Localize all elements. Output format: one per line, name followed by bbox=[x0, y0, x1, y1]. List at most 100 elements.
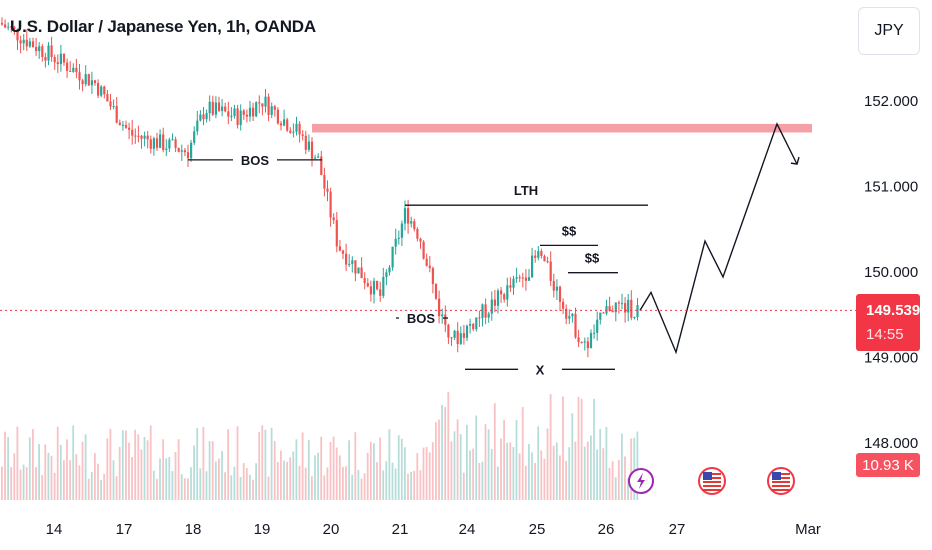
candle-body bbox=[617, 302, 620, 304]
candle-body bbox=[357, 267, 360, 274]
volume-bar bbox=[264, 429, 267, 500]
candle-body bbox=[59, 53, 62, 65]
volume-bar bbox=[397, 435, 400, 500]
candle-body bbox=[636, 305, 639, 317]
flag-stripe bbox=[703, 481, 721, 483]
annotation-label: BOS bbox=[241, 153, 270, 168]
candle-body bbox=[453, 330, 456, 338]
candle-body bbox=[434, 283, 438, 299]
candle-body bbox=[97, 83, 100, 96]
volume-bar bbox=[608, 467, 611, 500]
candle-body bbox=[413, 221, 416, 229]
volume-bar bbox=[543, 458, 546, 500]
volume-bar bbox=[156, 478, 158, 500]
candle-body bbox=[317, 156, 320, 158]
candle-body bbox=[245, 114, 248, 117]
volume-bar bbox=[255, 463, 257, 500]
volume-bar bbox=[621, 433, 623, 500]
candle-body bbox=[438, 298, 441, 317]
candle-body bbox=[196, 120, 199, 132]
volume-bar bbox=[568, 447, 571, 500]
volume-bar bbox=[596, 449, 598, 500]
volume-bar bbox=[497, 466, 499, 500]
volume-bar bbox=[267, 476, 270, 500]
candle-body bbox=[571, 313, 574, 317]
candle-body bbox=[28, 41, 31, 47]
volume-bar bbox=[90, 471, 93, 500]
candle-body bbox=[78, 72, 81, 81]
candle-body bbox=[180, 150, 183, 152]
volume-tag: 10.93 K bbox=[856, 453, 920, 477]
volume-bar bbox=[345, 466, 347, 500]
volume-bar bbox=[571, 413, 574, 500]
candle-body bbox=[465, 325, 469, 338]
volume-bar bbox=[78, 465, 81, 500]
candlestick-series bbox=[0, 17, 639, 358]
candle-body bbox=[391, 246, 394, 268]
volume-bar bbox=[199, 468, 202, 500]
candle-body bbox=[146, 135, 149, 140]
candle-body bbox=[87, 74, 90, 86]
time-axis[interactable]: 14 17 18 19 20 21 24 25 26 27 Mar bbox=[46, 521, 821, 538]
candle-body bbox=[69, 70, 72, 72]
time-axis-label: 27 bbox=[669, 521, 686, 538]
volume-bar bbox=[72, 425, 75, 500]
candle-body bbox=[295, 123, 298, 132]
volume-bar bbox=[261, 425, 264, 500]
candle-body bbox=[348, 263, 351, 265]
candle-body bbox=[159, 134, 162, 148]
candle-body bbox=[41, 46, 44, 57]
candle-body bbox=[140, 135, 143, 139]
candle-body bbox=[270, 106, 273, 115]
candle-body bbox=[329, 191, 332, 218]
candle-body bbox=[345, 253, 348, 265]
candle-body bbox=[521, 277, 524, 279]
candle-body bbox=[630, 299, 633, 318]
candle-body bbox=[22, 39, 25, 44]
volume-bar bbox=[75, 454, 78, 500]
candle-body bbox=[382, 276, 385, 296]
time-axis-label: 14 bbox=[46, 521, 63, 538]
volume-bar bbox=[534, 462, 536, 500]
annotations: BOS LTH $$ $$ BOS X bbox=[188, 153, 648, 377]
volume-bar bbox=[453, 431, 456, 500]
candle-body bbox=[475, 317, 478, 330]
volume-bar bbox=[493, 403, 496, 500]
candle-body bbox=[490, 299, 493, 314]
candle-body bbox=[326, 188, 329, 192]
candle-body bbox=[13, 27, 16, 30]
volume-bar bbox=[115, 476, 118, 500]
candle-body bbox=[614, 302, 617, 313]
volume-bar bbox=[462, 472, 465, 500]
candle-body bbox=[580, 342, 583, 344]
volume-bar bbox=[84, 434, 87, 500]
price-axis-label: 151.000 bbox=[864, 179, 918, 196]
supply-zone-rect bbox=[312, 123, 812, 133]
volume-bar bbox=[577, 396, 580, 500]
time-axis-label: 21 bbox=[392, 521, 409, 538]
candle-body bbox=[230, 115, 233, 117]
volume-bar bbox=[366, 452, 369, 500]
volume-bar bbox=[444, 406, 447, 500]
candle-body bbox=[276, 109, 279, 124]
flag-stripe bbox=[772, 485, 790, 487]
candle-body bbox=[599, 312, 602, 320]
candle-body bbox=[174, 139, 177, 148]
volume-bar bbox=[304, 467, 307, 500]
candle-body bbox=[534, 255, 537, 258]
candle-body bbox=[552, 281, 555, 291]
volume-bar bbox=[487, 429, 490, 500]
candle-body bbox=[431, 268, 434, 284]
candle-body bbox=[199, 114, 202, 121]
currency-button[interactable]: JPY bbox=[858, 7, 920, 55]
price-axis[interactable]: 152.000 151.000 150.000 149.000 148.000 bbox=[864, 93, 918, 452]
volume-bar bbox=[515, 419, 518, 500]
volume-bar bbox=[168, 457, 171, 500]
volume-bar bbox=[447, 391, 450, 500]
time-axis-label: Mar bbox=[795, 521, 821, 538]
volume-bar bbox=[614, 477, 617, 500]
volume-histogram bbox=[1, 391, 639, 500]
candle-body bbox=[155, 138, 159, 148]
candle-body bbox=[484, 304, 487, 318]
